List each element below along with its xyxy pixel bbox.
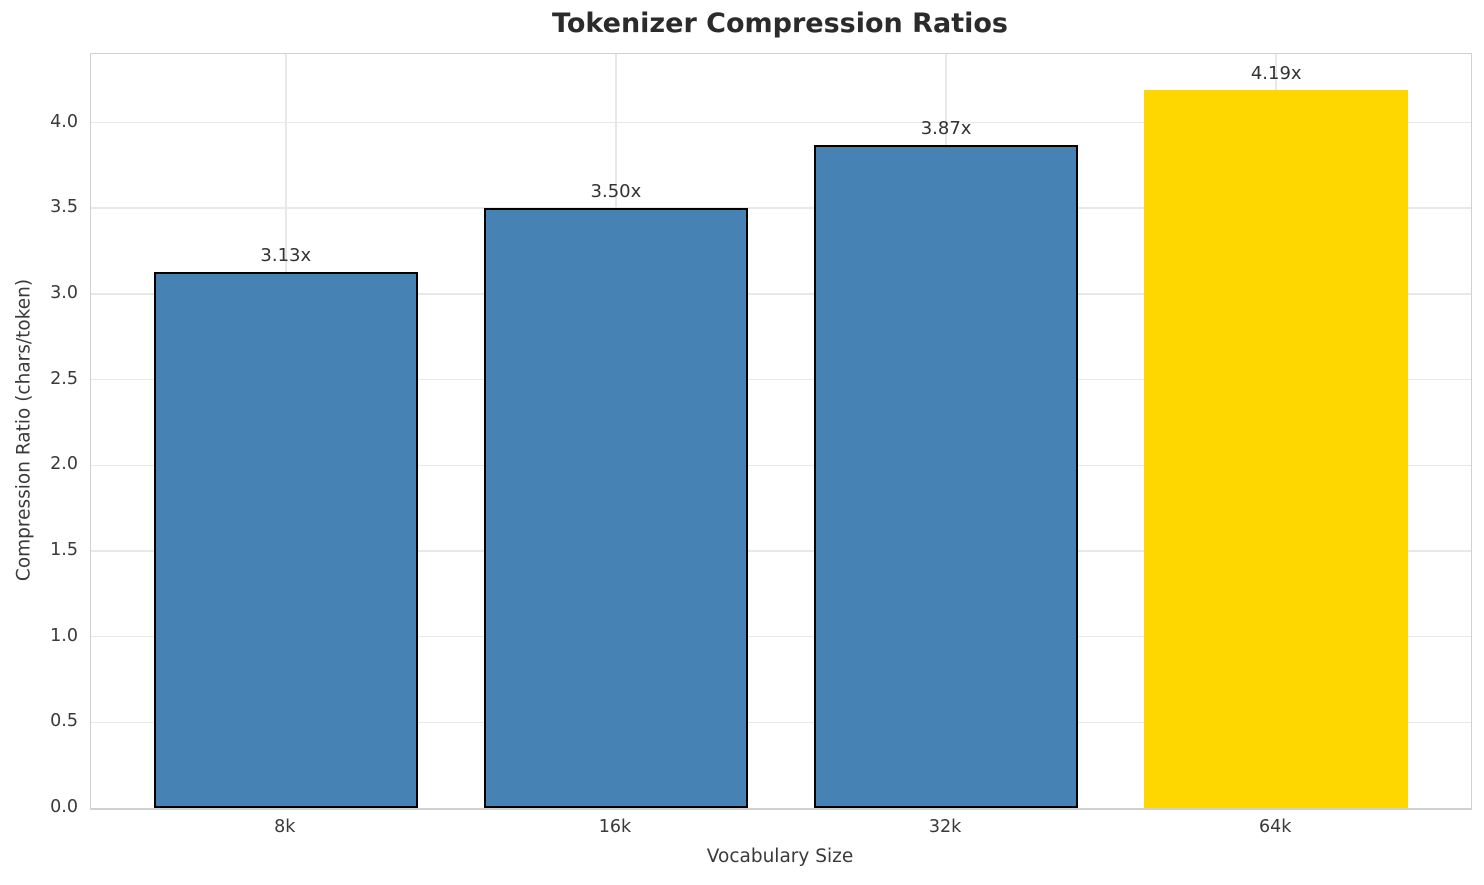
ytick-label-0.0: 0.0 [50, 797, 78, 817]
bar-value-label-8k: 3.13x [260, 244, 312, 266]
gridline-h-3.5 [91, 207, 1471, 209]
x-axis-label: Vocabulary Size [706, 846, 854, 867]
bar-32k [814, 144, 1079, 808]
gridline-h-0.5 [91, 721, 1471, 724]
xtick-label-32k: 32k [928, 817, 962, 837]
xtick-label-8k: 8k [274, 817, 296, 837]
xtick-label-64k: 64k [1259, 817, 1292, 837]
ytick-label-2.5: 2.5 [50, 368, 78, 389]
chart-title: Tokenizer Compression Ratios [552, 8, 1008, 39]
y-axis-label: Compression Ratio (chars/token) [13, 278, 35, 582]
ytick-label-3.5: 3.5 [50, 197, 78, 218]
bar-64k [1144, 89, 1409, 808]
plot-area: 3.13x 3.50x 3.87x 4.19x [90, 53, 1472, 810]
ytick-label-0.5: 0.5 [50, 711, 78, 732]
ytick-label-1.5: 1.5 [50, 539, 78, 560]
xtick-label-16k: 16k [598, 817, 632, 837]
ytick-label-1.0: 1.0 [50, 625, 78, 646]
gridline-h-1.0 [91, 635, 1471, 638]
gridline-h-2.5 [91, 378, 1471, 381]
ytick-label-2.0: 2.0 [50, 454, 78, 475]
bar-8k [153, 271, 418, 808]
ytick-label-3.0: 3.0 [50, 282, 78, 303]
gridline-h-2.0 [91, 464, 1471, 467]
gridline-h-4.0 [91, 121, 1471, 124]
gridline-h-1.5 [91, 550, 1471, 552]
bar-value-label-16k: 3.50x [590, 181, 642, 203]
ytick-label-4.0: 4.0 [50, 111, 78, 132]
bar-value-label-32k: 3.87x [920, 117, 972, 139]
bar-value-label-64k: 4.19x [1250, 62, 1302, 84]
gridline-h-3.0 [91, 293, 1471, 295]
bar-16k [483, 208, 748, 808]
